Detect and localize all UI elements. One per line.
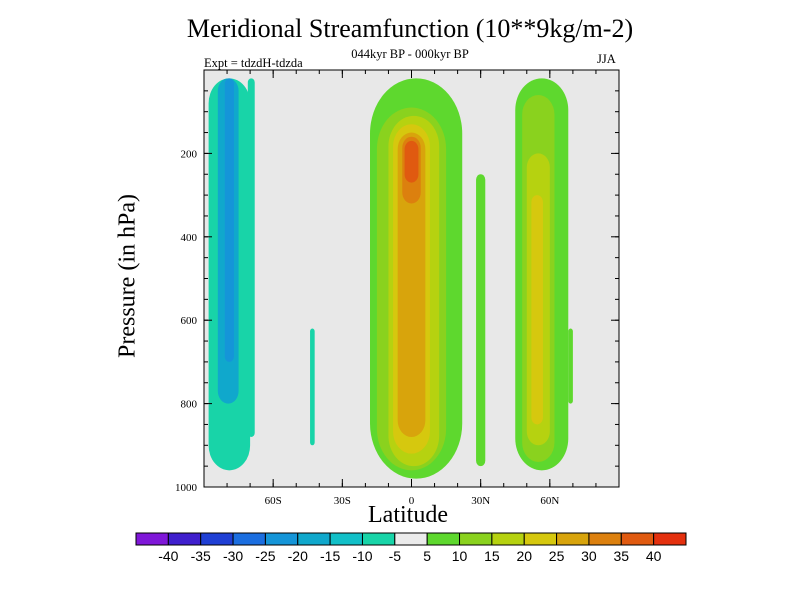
chart-subtitle: 044kyr BP - 000kyr BP (351, 47, 469, 61)
y-tick-label: 600 (181, 315, 198, 327)
colorbar-label: -5 (389, 548, 402, 564)
colorbar-swatch (653, 532, 687, 546)
x-tick-label: 30N (471, 495, 490, 507)
colorbar-swatch (394, 532, 428, 546)
colorbar-label: -15 (320, 548, 340, 564)
colorbar-label: 40 (646, 548, 662, 564)
contour-region-tropical-25-contour (397, 132, 426, 437)
x-tick-label: 30S (334, 495, 351, 507)
x-tick-label: 0 (409, 495, 415, 507)
colorbar-swatch (620, 532, 655, 546)
colorbar-label: -30 (223, 548, 243, 564)
colorbar-swatch (167, 532, 202, 546)
colorbar-swatch (361, 532, 396, 546)
axes: 60S 30S 0 30N 60N 200 400 600 800 1000 (175, 69, 620, 507)
contour-region-nh-20-contour (531, 195, 543, 425)
colorbar-label: 10 (452, 548, 468, 564)
x-tick-label: 60N (540, 495, 559, 507)
colorbar-label: -20 (288, 548, 308, 564)
colorbar-label: 20 (516, 548, 532, 564)
season-label: JJA (597, 52, 616, 66)
contour-region-sh-negative-max (224, 78, 234, 362)
y-tick-label: 400 (181, 232, 198, 244)
colorbar-swatch (329, 532, 363, 546)
contour-region-tropical-max (404, 140, 419, 183)
colorbar-swatch (556, 532, 590, 546)
colorbar-swatch (297, 532, 331, 546)
colorbar-label: 15 (484, 548, 500, 564)
colorbar-label: 35 (614, 548, 630, 564)
colorbar-swatch (491, 532, 525, 546)
colorbar-swatch (232, 532, 266, 546)
chart-title: Meridional Streamfunction (10**9kg/m-2) (186, 14, 634, 43)
colorbar-label: -40 (158, 548, 178, 564)
colorbar-swatch (264, 532, 299, 546)
colorbar: -40 -35 -30 -25 -20 -15 -10 -5 5 10 15 20 25 30 35 40 (135, 532, 687, 564)
colorbar-label: -10 (352, 548, 372, 564)
colorbar-swatch (426, 532, 461, 546)
colorbar-swatch (135, 532, 169, 546)
experiment-label: Expt = tdzdH-tdzda (204, 56, 303, 70)
contour-region-sh-secondary-negative (247, 78, 255, 437)
colorbar-label: 25 (549, 548, 565, 564)
colorbar-label: -25 (255, 548, 275, 564)
colorbar-swatch (459, 532, 493, 546)
contour-region-positive-spot-70n (568, 328, 573, 404)
x-axis-label: Latitude (368, 502, 448, 528)
colorbar-label: 5 (423, 548, 431, 564)
colorbar-swatch (523, 532, 558, 546)
contour-region-negative-blob-42s (310, 328, 315, 446)
colorbar-label: -35 (191, 548, 211, 564)
colorbar-swatch (200, 532, 234, 546)
colorbar-label: 30 (581, 548, 597, 564)
x-tick-label: 60S (265, 495, 282, 507)
y-tick-label: 200 (181, 148, 198, 160)
colorbar-swatch (588, 532, 622, 546)
y-tick-label: 1000 (175, 482, 198, 494)
contour-fills (208, 78, 573, 479)
contour-region-positive-strip-30n (476, 174, 486, 467)
y-tick-label: 800 (181, 399, 198, 411)
